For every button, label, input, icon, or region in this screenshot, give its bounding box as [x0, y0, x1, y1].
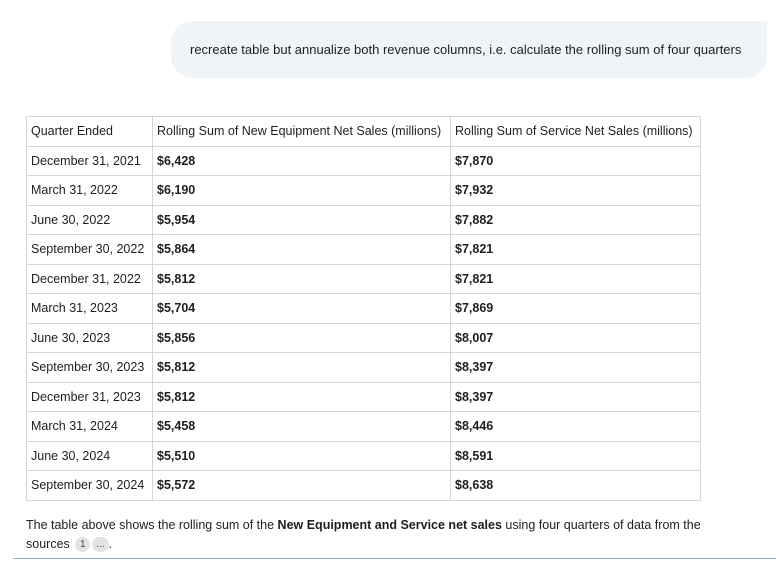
cell-service-sales: $8,446 [450, 411, 701, 442]
rolling-sum-table: Quarter Ended Rolling Sum of New Equipme… [26, 116, 701, 501]
cell-service-sales: $7,869 [450, 293, 701, 324]
summary-end: . [108, 537, 113, 551]
cell-service-sales: $8,591 [450, 440, 701, 471]
table-row: September 30, 2023 $5,812 $8,397 [26, 352, 701, 383]
table-row: June 30, 2024 $5,510 $8,591 [26, 440, 701, 471]
cell-new-equipment-sales: $6,190 [152, 175, 451, 206]
cell-quarter: December 31, 2023 [26, 381, 153, 412]
cell-quarter: March 31, 2022 [26, 175, 153, 206]
cell-quarter: March 31, 2023 [26, 293, 153, 324]
cell-quarter: March 31, 2024 [26, 411, 153, 442]
table-row: June 30, 2022 $5,954 $7,882 [26, 204, 701, 235]
cell-new-equipment-sales: $6,428 [152, 145, 451, 176]
table-row: June 30, 2023 $5,856 $8,007 [26, 322, 701, 353]
table-row: March 31, 2023 $5,704 $7,869 [26, 293, 701, 324]
table-body: December 31, 2021 $6,428 $7,870 March 31, 2… [26, 145, 701, 501]
user-prompt-bubble: recreate table but annualize both revenu… [171, 21, 767, 78]
user-prompt-text: recreate table but annualize both revenu… [190, 42, 742, 57]
cell-new-equipment-sales: $5,572 [152, 470, 451, 501]
cell-new-equipment-sales: $5,510 [152, 440, 451, 471]
cell-quarter: September 30, 2024 [26, 470, 153, 501]
table-row: March 31, 2022 $6,190 $7,932 [26, 175, 701, 206]
cell-quarter: September 30, 2023 [26, 352, 153, 383]
cell-service-sales: $8,397 [450, 381, 701, 412]
cell-new-equipment-sales: $5,704 [152, 293, 451, 324]
cell-quarter: June 30, 2023 [26, 322, 153, 353]
more-sources-chip[interactable]: ... [92, 537, 109, 553]
table-row: December 31, 2022 $5,812 $7,821 [26, 263, 701, 294]
bottom-divider [13, 558, 776, 559]
summary-prefix: The table above shows the rolling sum of… [26, 518, 278, 532]
cell-new-equipment-sales: $5,812 [152, 381, 451, 412]
cell-service-sales: $7,821 [450, 263, 701, 294]
cell-new-equipment-sales: $5,954 [152, 204, 451, 235]
table-header-row: Quarter Ended Rolling Sum of New Equipme… [26, 116, 701, 147]
summary-bold: New Equipment and Service net sales [277, 518, 502, 532]
table-row: March 31, 2024 $5,458 $8,446 [26, 411, 701, 442]
source-chip[interactable]: 1 [75, 537, 91, 553]
cell-service-sales: $7,932 [450, 175, 701, 206]
summary-suffix: using four quarters of data from the sou… [26, 518, 701, 551]
cell-service-sales: $8,638 [450, 470, 701, 501]
table-row: September 30, 2022 $5,864 $7,821 [26, 234, 701, 265]
cell-quarter: June 30, 2024 [26, 440, 153, 471]
cell-service-sales: $7,882 [450, 204, 701, 235]
cell-new-equipment-sales: $5,864 [152, 234, 451, 265]
cell-service-sales: $7,821 [450, 234, 701, 265]
cell-new-equipment-sales: $5,812 [152, 263, 451, 294]
cell-new-equipment-sales: $5,812 [152, 352, 451, 383]
cell-service-sales: $8,007 [450, 322, 701, 353]
cell-quarter: September 30, 2022 [26, 234, 153, 265]
table-row: December 31, 2023 $5,812 $8,397 [26, 381, 701, 412]
summary-text: The table above shows the rolling sum of… [26, 516, 726, 554]
cell-quarter: June 30, 2022 [26, 204, 153, 235]
header-service-sales: Rolling Sum of Service Net Sales (millio… [450, 116, 701, 147]
header-quarter-ended: Quarter Ended [26, 116, 153, 147]
cell-service-sales: $8,397 [450, 352, 701, 383]
header-new-equipment-sales: Rolling Sum of New Equipment Net Sales (… [152, 116, 451, 147]
cell-new-equipment-sales: $5,856 [152, 322, 451, 353]
cell-new-equipment-sales: $5,458 [152, 411, 451, 442]
table-row: December 31, 2021 $6,428 $7,870 [26, 145, 701, 176]
cell-quarter: December 31, 2021 [26, 145, 153, 176]
cell-quarter: December 31, 2022 [26, 263, 153, 294]
table-row: September 30, 2024 $5,572 $8,638 [26, 470, 701, 501]
cell-service-sales: $7,870 [450, 145, 701, 176]
